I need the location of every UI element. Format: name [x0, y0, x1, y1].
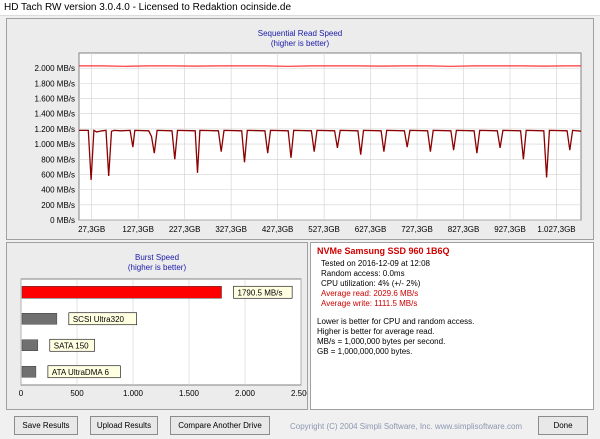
burst-bar: [21, 339, 39, 351]
x-tick-label: 227,3GB: [169, 225, 201, 234]
burst-tick-label: 500: [70, 389, 84, 398]
burst-bar-label-box: [49, 338, 95, 352]
done-button[interactable]: Done: [538, 416, 588, 435]
random-access: Random access: 0.0ms: [321, 269, 405, 278]
burst-tick-label: 0: [19, 389, 24, 398]
y-tick-label: 800 MB/s: [41, 155, 75, 164]
average-read: Average read: 2029.6 MB/s: [321, 289, 419, 298]
burst-chart-subtitle: (higher is better): [127, 263, 187, 272]
burst-tick-label: 1.000: [123, 389, 144, 398]
y-tick-label: 400 MB/s: [41, 186, 75, 195]
y-tick-label: 2.000 MB/s: [35, 64, 75, 73]
save-results-button[interactable]: Save Results: [14, 416, 78, 435]
burst-bar: [21, 313, 58, 325]
x-tick-label: 27,3GB: [78, 225, 105, 234]
x-tick-label: 1.027,3GB: [537, 225, 575, 234]
burst-chart-title: Burst Speed: [134, 253, 180, 262]
drive-name: NVMe Samsung SSD 960 1B6Q: [317, 246, 450, 256]
results-info-panel: NVMe Samsung SSD 960 1B6Q Tested on 2016…: [310, 242, 594, 410]
y-tick-label: 0 MB/s: [50, 216, 75, 225]
x-tick-label: 427,3GB: [262, 225, 294, 234]
burst-tick-label: 1.500: [179, 389, 200, 398]
tested-on: Tested on 2016-12-09 at 12:08: [321, 259, 430, 268]
burst-bar-label-box: [47, 365, 121, 379]
y-tick-label: 600 MB/s: [41, 170, 75, 179]
x-tick-label: 327,3GB: [215, 225, 247, 234]
upload-results-button[interactable]: Upload Results: [90, 416, 158, 435]
burst-speed-panel: Burst Speed (higher is better) 0 500 1.000…: [6, 242, 308, 410]
burst-bar-label-box: [233, 285, 293, 299]
note-mbs-definition: MB/s = 1,000,000 bytes per second.: [317, 337, 446, 346]
sequential-read-panel: Sequential Read Speed (higher is better)…: [6, 18, 594, 240]
burst-chart: 0 500 1.000 1.500 2.000 2.500 1790.5 MB/s SCSI …: [19, 278, 307, 398]
x-tick-label: 727,3GB: [401, 225, 433, 234]
y-tick-label: 1.800 MB/s: [35, 79, 75, 88]
y-tick-label: 200 MB/s: [41, 201, 75, 210]
write-speed-line: [79, 129, 582, 180]
burst-tick-label: 2.500: [291, 389, 307, 398]
window-title: HD Tach RW version 3.0.4.0 - Licensed to…: [4, 2, 292, 13]
burst-bar: [21, 366, 37, 378]
plot-area: [78, 52, 582, 221]
x-tick-label: 127,3GB: [122, 225, 154, 234]
y-tick-label: 1.200 MB/s: [35, 125, 75, 134]
y-tick-label: 1.600 MB/s: [35, 95, 75, 104]
burst-bar: [21, 286, 222, 299]
title-bar: HD Tach RW version 3.0.4.0 - Licensed to…: [0, 0, 600, 16]
compare-another-drive-button[interactable]: Compare Another Drive: [170, 416, 270, 435]
x-tick-label: 927,3GB: [494, 225, 526, 234]
average-write: Average write: 1111.5 MB/s: [321, 299, 418, 308]
burst-bar-label: SCSI Ultra320: [73, 315, 125, 324]
copyright-text: Copyright (C) 2004 Simpli Software, Inc.…: [290, 422, 523, 431]
burst-tick-label: 2.000: [235, 389, 256, 398]
x-tick-label: 527,3GB: [308, 225, 340, 234]
cpu-utilization: CPU utilization: 4% (+/- 2%): [321, 279, 421, 288]
x-tick-label: 627,3GB: [355, 225, 387, 234]
burst-bar-label: 1790.5 MB/s: [238, 288, 283, 297]
burst-bar-label: ATA UltraDMA 6: [52, 368, 110, 377]
x-tick-label: 827,3GB: [448, 225, 480, 234]
y-tick-label: 1.000 MB/s: [35, 140, 75, 149]
y-tick-label: 1.400 MB/s: [35, 110, 75, 119]
note-higher-better: Higher is better for average read.: [317, 327, 435, 336]
burst-bar-label-box: [68, 312, 137, 326]
note-lower-better: Lower is better for CPU and random acces…: [317, 317, 475, 326]
sequential-chart-title: Sequential Read Speed: [257, 29, 343, 38]
burst-bar-label: SATA 150: [54, 341, 89, 350]
sequential-chart: 0 MB/s 200 MB/s 400 MB/s 600 MB/s 800 MB/s 1.…: [35, 52, 582, 234]
sequential-chart-subtitle: (higher is better): [270, 39, 330, 48]
note-gb-definition: GB = 1,000,000,000 bytes.: [317, 347, 413, 356]
